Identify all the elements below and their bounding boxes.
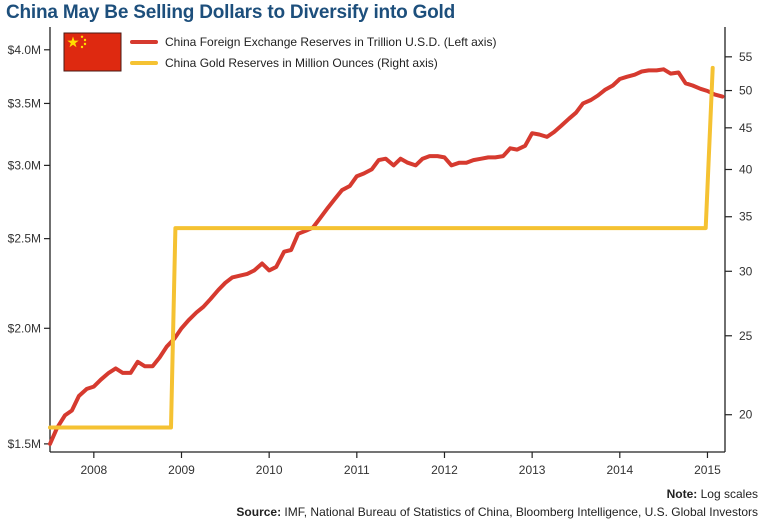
flag-large-star	[67, 36, 79, 48]
right-axis-tick-label: 40	[739, 162, 753, 176]
right-axis-tick-label: 20	[739, 408, 753, 422]
left-axis-tick-label: $1.5M	[8, 437, 41, 451]
x-axis-tick-label: 2011	[344, 463, 370, 477]
legend-label-gold: China Gold Reserves in Million Ounces (R…	[165, 56, 438, 70]
x-axis-tick-label: 2008	[80, 463, 107, 477]
right-axis-tick-label: 45	[739, 121, 753, 135]
x-axis-tick-label: 2013	[519, 463, 546, 477]
legend: China Foreign Exchange Reserves in Trill…	[63, 32, 496, 72]
right-axis-tick-label: 50	[739, 84, 753, 98]
x-axis-tick-label: 2015	[694, 463, 721, 477]
axes: $4.0M $3.5M $3.0M $2.5M $2.0M $1.5M 55 50 45 40 35…	[8, 27, 753, 477]
flag-small-star	[80, 35, 84, 38]
note-label: Note:	[666, 487, 698, 501]
right-axis-tick-label: 30	[739, 264, 753, 278]
chart-title: China May Be Selling Dollars to Diversif…	[6, 2, 456, 23]
x-axis-tick-label: 2009	[168, 463, 195, 477]
flag-small-star	[80, 45, 84, 49]
series-layer	[48, 65, 725, 446]
x-axis-tick-label: 2012	[431, 463, 458, 477]
flag-small-star	[83, 38, 87, 42]
legend-label-fx: China Foreign Exchange Reserves in Trill…	[165, 35, 496, 49]
left-axis-tick-label: $4.0M	[8, 43, 41, 57]
x-axis-tick-label: 2014	[606, 463, 633, 477]
source-text: IMF, National Bureau of Statistics of Ch…	[281, 505, 758, 519]
x-axis-tick-label: 2010	[256, 463, 283, 477]
china-flag-icon	[63, 32, 122, 72]
note-text: Log scales	[697, 487, 758, 501]
gold-reserves-line	[48, 65, 715, 430]
left-axis-tick-label: $3.5M	[8, 96, 41, 110]
right-axis-tick-label: 25	[739, 329, 753, 343]
right-axis-tick-label: 35	[739, 210, 753, 224]
right-axis-tick-label: 55	[739, 50, 753, 64]
left-axis-tick-label: $3.0M	[8, 158, 41, 172]
fx-reserves-line	[48, 67, 725, 446]
note-annotation: Note: Log scales	[667, 487, 758, 501]
left-axis-tick-label: $2.5M	[8, 232, 41, 246]
source-label: Source:	[236, 505, 282, 519]
left-axis-tick-label: $2.0M	[8, 321, 41, 335]
source-annotation: Source: IMF, National Bureau of Statisti…	[236, 505, 758, 519]
flag-small-star	[83, 42, 87, 46]
